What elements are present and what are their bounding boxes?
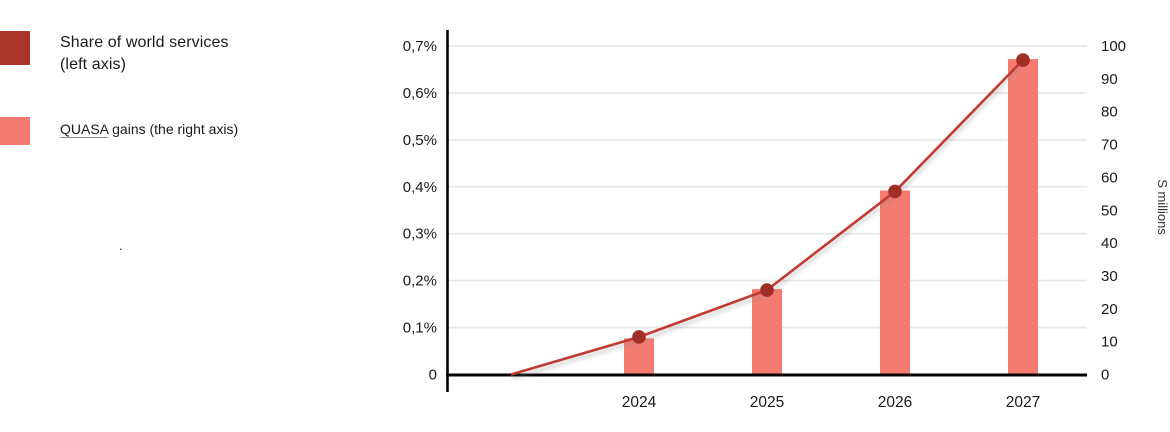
right-axis-tick-label: 80 bbox=[1101, 104, 1118, 121]
right-axis-tick-label: 70 bbox=[1101, 137, 1118, 154]
legend-swatch-share-icon bbox=[0, 31, 30, 65]
bar bbox=[752, 289, 782, 375]
legend-item-share: Share of world services (left axis) bbox=[0, 31, 229, 76]
right-axis-tick-label: 0 bbox=[1101, 367, 1109, 384]
legend-swatch-quasa-icon bbox=[0, 117, 30, 145]
legend-label-quasa-word: QUASA bbox=[60, 121, 109, 138]
right-axis-tick-label: 100 bbox=[1101, 38, 1126, 55]
legend-label-share: Share of world services (left axis) bbox=[60, 31, 229, 76]
left-axis-tick-label: 0,6% bbox=[403, 85, 437, 102]
right-axis-tick-label: 40 bbox=[1101, 235, 1118, 252]
right-axis-tick-label: 10 bbox=[1101, 334, 1118, 351]
right-axis-tick-label: 90 bbox=[1101, 71, 1118, 88]
x-axis-label: 2026 bbox=[878, 394, 912, 411]
legend-label-quasa: QUASA gains (the right axis) bbox=[60, 117, 238, 138]
stray-dot: . bbox=[119, 238, 123, 253]
bar bbox=[1008, 59, 1038, 375]
data-point-marker bbox=[760, 283, 774, 297]
x-axis-label: 2025 bbox=[750, 394, 784, 411]
bar bbox=[880, 190, 910, 375]
data-point-marker bbox=[632, 330, 646, 344]
left-axis-tick-label: 0,5% bbox=[403, 132, 437, 149]
right-axis-tick-label: 30 bbox=[1101, 268, 1118, 285]
left-axis-tick-label: 0,7% bbox=[403, 38, 437, 55]
left-axis-tick-label: 0,3% bbox=[403, 226, 437, 243]
data-point-marker bbox=[888, 184, 902, 199]
right-axis-tick-label: 20 bbox=[1101, 301, 1118, 318]
x-axis-label: 2024 bbox=[622, 394, 657, 411]
right-axis-tick-label: 60 bbox=[1101, 169, 1118, 186]
x-axis-label: 2027 bbox=[1006, 394, 1040, 411]
bar bbox=[624, 338, 654, 375]
right-axis-tick-label: 50 bbox=[1101, 202, 1118, 219]
left-axis-tick-label: 0 bbox=[429, 367, 437, 384]
left-axis-tick-label: 0,4% bbox=[403, 179, 437, 196]
legend-label-share-line1: Share of world services bbox=[60, 34, 229, 51]
left-axis-tick-label: 0,2% bbox=[403, 273, 437, 290]
right-axis-title: S millions bbox=[1155, 179, 1170, 235]
data-point-marker bbox=[1016, 53, 1030, 67]
left-axis-tick-label: 0,1% bbox=[403, 320, 437, 337]
legend-label-share-line2: (left axis) bbox=[60, 56, 126, 73]
legend-label-quasa-rest: gains (the right axis) bbox=[108, 121, 239, 137]
legend-item-quasa: QUASA gains (the right axis) bbox=[0, 117, 238, 145]
